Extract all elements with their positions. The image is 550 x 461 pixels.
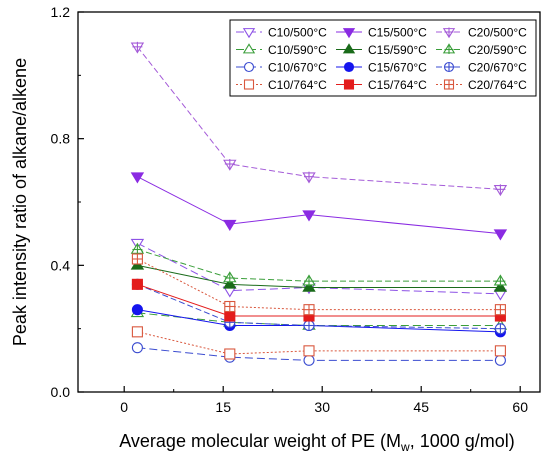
data-point-c15-590c [302, 280, 316, 292]
x-axis-label: Average molecular weight of PE (Mw, 1000… [119, 431, 515, 454]
series-line-c20-500c [137, 46, 501, 190]
data-point-c20-764c [303, 304, 315, 316]
data-point-c20-764c [224, 300, 236, 313]
data-point-c10-670c [303, 354, 315, 366]
legend-label-c20-670c: C20/670°C [468, 61, 527, 75]
series-c20-500c [130, 41, 508, 197]
series-c10-764c [131, 326, 506, 360]
legend-marker-c20-670c [443, 61, 455, 73]
data-point-c20-764c [494, 304, 506, 316]
legend-label-c10-764c: C10/764°C [268, 78, 327, 92]
data-point-c20-500c [493, 184, 508, 197]
legend-marker-c20-764c [443, 79, 455, 90]
series-c15-500c [130, 172, 508, 241]
data-point-c20-670c [303, 319, 315, 332]
series-line-c15-670c [137, 309, 501, 333]
data-point-c10-764c [131, 326, 143, 338]
legend-label-c15-590c: C15/590°C [368, 43, 427, 57]
series-line-c10-670c [137, 347, 501, 361]
data-point-c15-590c [493, 280, 508, 292]
legend-label-c15-670c: C15/670°C [368, 61, 427, 75]
x-tick-label: 45 [413, 399, 429, 415]
legend-label-c10-670c: C10/670°C [268, 61, 327, 75]
data-point-c15-764c [224, 310, 236, 322]
data-point-c20-670c [494, 323, 506, 335]
series-line-c15-764c [137, 283, 501, 317]
series-c20-764c [131, 253, 506, 316]
series-layer [130, 41, 508, 366]
series-line-c15-590c [137, 264, 501, 288]
legend-marker-c15-590c [342, 43, 356, 54]
legend-marker-c15-670c [343, 61, 355, 73]
y-tick-label: 0.0 [51, 384, 71, 400]
legend-label-c10-590c: C10/590°C [268, 43, 327, 57]
y-tick-label: 0.4 [51, 257, 71, 273]
legend-label-c10-500c: C10/500°C [268, 26, 327, 40]
x-tick-label: 0 [120, 399, 128, 415]
y-tick-label: 1.2 [51, 4, 71, 20]
data-point-c15-590c [223, 277, 237, 289]
data-point-c15-500c [302, 210, 316, 222]
data-point-c20-500c [130, 41, 145, 54]
series-c20-590c [130, 242, 508, 287]
data-point-c20-590c [493, 274, 508, 287]
data-point-c10-764c [303, 345, 315, 357]
legend-box [229, 19, 537, 97]
data-point-c20-590c [223, 271, 237, 283]
x-tick-label: 60 [512, 399, 528, 415]
legend-marker-c15-500c [342, 28, 356, 39]
data-point-c15-500c [493, 229, 508, 241]
x-tick-label: 30 [314, 399, 330, 415]
x-tick-label: 15 [215, 399, 231, 415]
legend-marker-c10-500c [242, 28, 256, 39]
legend-marker-c20-590c [442, 43, 456, 54]
y-tick-label: 0.8 [51, 131, 71, 147]
data-point-c20-590c [302, 274, 316, 287]
data-point-c20-590c [130, 242, 145, 255]
legend-label-c15-764c: C15/764°C [368, 78, 427, 92]
legend-marker-c10-590c [242, 43, 256, 54]
legend-marker-c20-500c [442, 27, 456, 39]
data-point-c15-500c [130, 172, 145, 184]
data-point-c10-670c [131, 342, 143, 354]
legend-label-c20-590c: C20/590°C [468, 43, 527, 57]
legend: C10/500°C C15/500°C C20/500°C C10/590°C C15/… [229, 19, 537, 97]
data-point-c10-764c [224, 348, 236, 360]
data-point-c20-500c [223, 159, 237, 171]
series-line-c20-670c [137, 283, 501, 330]
legend-marker-c10-670c [243, 61, 255, 73]
legend-label-c15-500c: C15/500°C [368, 26, 427, 40]
data-point-c10-764c [494, 345, 506, 357]
data-point-c15-500c [223, 219, 237, 231]
data-point-c15-764c [131, 278, 143, 290]
data-point-c20-764c [131, 253, 143, 265]
data-point-c20-500c [302, 171, 316, 184]
series-line-c10-764c [137, 331, 501, 355]
legend-marker-c10-764c [243, 79, 255, 90]
axes: 0 15 30 45 60 0.0 0.4 0.8 1.2 [51, 4, 529, 415]
y-axis-label: Peak intensity ratio of alkane/alkene [10, 58, 30, 346]
series-line-c10-500c [137, 242, 501, 295]
legend-label-c20-764c: C20/764°C [468, 78, 527, 92]
series-line-c20-590c [137, 249, 501, 282]
data-point-c15-670c [131, 304, 143, 316]
series-line-c15-500c [137, 176, 501, 235]
legend-marker-c15-764c [343, 79, 355, 90]
data-point-c10-670c [494, 354, 506, 366]
legend-label-c20-500c: C20/500°C [468, 26, 527, 40]
